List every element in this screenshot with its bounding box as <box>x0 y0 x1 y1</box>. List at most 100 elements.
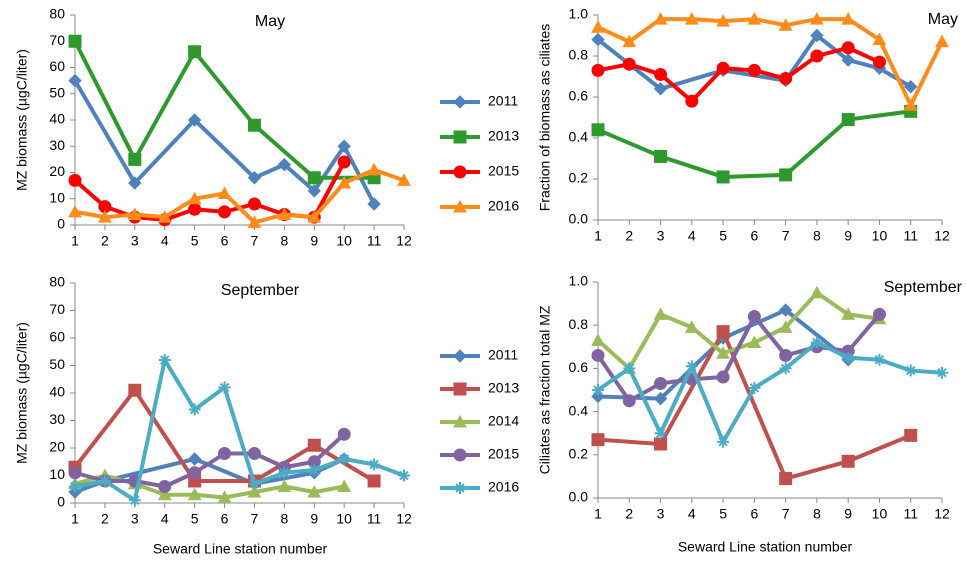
x-tick-label: 9 <box>310 233 318 249</box>
y-tick-label: 1.0 <box>569 273 589 289</box>
x-tick-label: 5 <box>719 228 727 244</box>
marker <box>188 403 201 416</box>
marker <box>367 197 381 211</box>
marker <box>187 452 202 466</box>
x-tick-label: 3 <box>131 233 139 249</box>
marker <box>591 123 605 137</box>
marker <box>653 12 668 25</box>
marker <box>841 12 856 25</box>
marker <box>716 325 730 339</box>
y-tick-label: 0 <box>57 216 65 232</box>
marker <box>779 72 793 86</box>
marker <box>810 285 824 299</box>
marker <box>218 447 232 460</box>
marker <box>337 427 351 441</box>
x-tick-label: 11 <box>367 511 382 527</box>
series-line <box>597 17 944 108</box>
marker <box>127 207 142 220</box>
marker <box>277 157 292 172</box>
marker <box>778 303 793 317</box>
marker <box>842 351 855 364</box>
y-axis-label: Fraction of biomass as ciliates <box>537 24 553 212</box>
marker <box>810 336 823 349</box>
marker <box>188 202 202 216</box>
marker <box>157 487 172 501</box>
marker <box>277 207 292 220</box>
marker <box>591 348 605 362</box>
marker <box>779 362 792 375</box>
marker <box>872 55 886 69</box>
legend-label: 2013 <box>488 380 519 396</box>
marker <box>873 353 886 366</box>
marker <box>622 57 636 71</box>
legend-marker <box>453 349 467 363</box>
marker <box>367 474 381 488</box>
marker <box>653 82 668 96</box>
marker <box>158 480 172 493</box>
marker <box>903 98 918 111</box>
marker <box>779 472 793 486</box>
marker <box>653 391 668 406</box>
y-tick-label: 0.2 <box>569 170 589 186</box>
marker <box>654 377 668 391</box>
legend-marker <box>453 165 467 179</box>
marker <box>936 366 948 379</box>
marker <box>622 394 636 408</box>
marker <box>98 210 112 223</box>
marker <box>367 162 381 176</box>
y-tick-label: 10 <box>49 466 65 482</box>
chart-title: May <box>255 13 285 30</box>
marker <box>685 94 699 108</box>
marker <box>654 437 668 451</box>
marker <box>685 360 698 373</box>
x-tick-label: 12 <box>396 233 412 249</box>
marker <box>218 381 231 394</box>
x-tick-label: 9 <box>844 228 852 244</box>
y-tick-label: 40 <box>49 384 65 400</box>
marker <box>218 205 232 219</box>
x-tick-label: 4 <box>688 228 696 244</box>
x-tick-label: 9 <box>844 506 852 522</box>
x-tick-label: 4 <box>161 511 169 527</box>
legend-marker <box>453 95 467 109</box>
marker <box>872 32 887 46</box>
x-tick-label: 12 <box>934 506 950 522</box>
marker <box>307 210 322 223</box>
marker <box>810 12 824 25</box>
y-tick-label: 0 <box>57 494 65 510</box>
marker <box>128 176 142 190</box>
x-tick-label: 6 <box>221 511 229 527</box>
x-tick-label: 2 <box>625 228 633 244</box>
y-tick-label: 20 <box>49 163 65 179</box>
y-tick-label: 70 <box>49 32 65 48</box>
x-tick-label: 8 <box>813 228 821 244</box>
x-tick-label: 3 <box>657 506 665 522</box>
marker <box>188 466 202 480</box>
marker <box>748 381 761 394</box>
marker <box>716 370 730 384</box>
marker <box>308 464 321 476</box>
chart-title: September <box>221 282 300 299</box>
marker <box>128 383 142 397</box>
chart-title: September <box>884 279 963 296</box>
marker <box>841 53 855 67</box>
marker <box>872 307 886 321</box>
marker <box>592 384 604 396</box>
marker <box>247 484 262 498</box>
x-tick-label: 7 <box>251 233 259 249</box>
x-tick-label: 11 <box>903 228 918 244</box>
y-tick-label: 0.8 <box>569 316 589 332</box>
marker <box>337 175 352 189</box>
marker <box>158 354 171 366</box>
marker <box>684 12 699 25</box>
legend-label: 2011 <box>488 347 518 363</box>
marker <box>217 490 232 503</box>
x-tick-label: 1 <box>594 506 602 522</box>
x-tick-label: 7 <box>251 511 259 527</box>
x-axis-label: Seward Line station number <box>153 541 328 557</box>
series-line <box>597 45 881 104</box>
marker <box>591 32 605 47</box>
legend-marker <box>453 130 467 144</box>
y-axis-label: MZ biomass (µgC/liter) <box>14 322 30 464</box>
legend-label: 2016 <box>488 198 519 214</box>
